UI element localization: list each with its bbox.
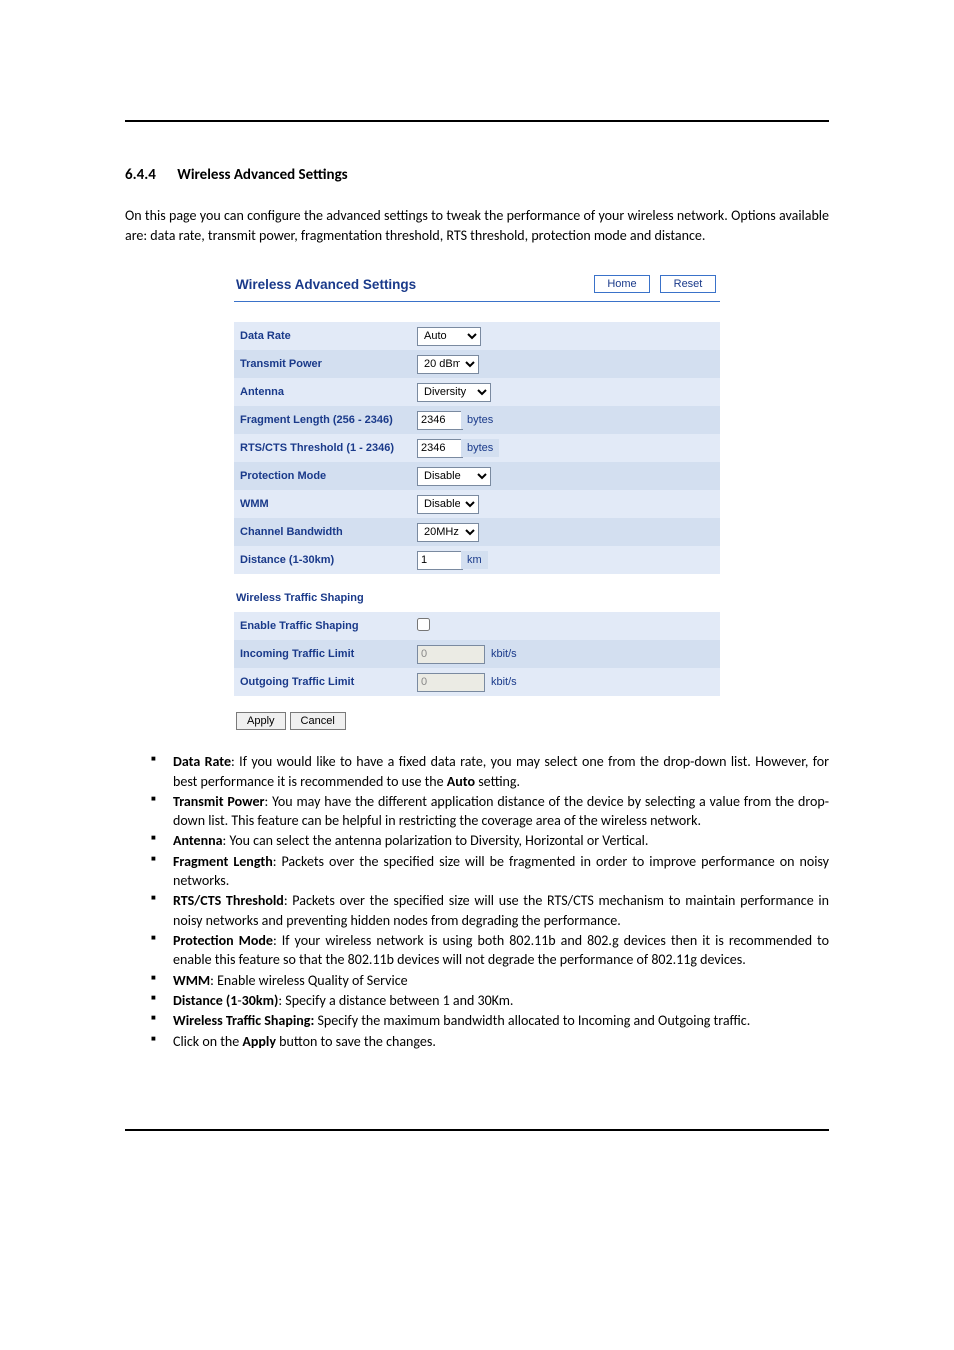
text-input[interactable]: [417, 551, 463, 570]
figure-title: Wireless Advanced Settings: [236, 277, 416, 292]
row-label: Channel Bandwidth: [234, 518, 411, 546]
settings-figure: Wireless Advanced Settings Home Reset Da…: [234, 269, 720, 730]
apply-button[interactable]: Apply: [236, 712, 286, 730]
unit-label: kbit/s: [485, 676, 517, 688]
row-field: Auto: [411, 322, 720, 350]
term: Distance (1: [173, 992, 237, 1009]
list-item: Wireless Traffic Shaping: Specify the ma…: [151, 1011, 829, 1030]
row-label: Protection Mode: [234, 462, 411, 490]
row-label: Fragment Length (256 - 2346): [234, 406, 411, 434]
table-row: Enable Traffic Shaping: [234, 612, 720, 640]
select-input[interactable]: Disable: [417, 467, 491, 486]
unit-label: kbit/s: [485, 648, 517, 660]
table-row: Protection Mode Disable: [234, 462, 720, 490]
term: 30km): [242, 992, 279, 1009]
table-row: Antenna Diversity: [234, 378, 720, 406]
row-label: Distance (1-30km): [234, 546, 411, 574]
unit-label: bytes: [461, 411, 499, 429]
row-field: bytes: [411, 434, 720, 462]
top-rule: [125, 120, 829, 122]
row-label: Antenna: [234, 378, 411, 406]
table-row: Transmit Power 20 dBm: [234, 350, 720, 378]
table-row: Data Rate Auto: [234, 322, 720, 350]
table-row: Distance (1-30km) km: [234, 546, 720, 574]
table-row: Channel Bandwidth 20MHz: [234, 518, 720, 546]
traffic-shaping-heading: Wireless Traffic Shaping: [236, 592, 720, 604]
row-label: Incoming Traffic Limit: [234, 640, 411, 668]
row-label: Enable Traffic Shaping: [234, 612, 411, 640]
text-input[interactable]: [417, 411, 463, 430]
term: RTS/CTS Threshold: [173, 892, 284, 909]
select-input[interactable]: 20 dBm: [417, 355, 479, 374]
term: Protection Mode: [173, 932, 273, 949]
section-title: Wireless Advanced Settings: [177, 166, 347, 184]
term: WMM: [173, 972, 210, 989]
text-input[interactable]: [417, 439, 463, 458]
unit-label: km: [461, 551, 488, 569]
table-row: Fragment Length (256 - 2346) bytes: [234, 406, 720, 434]
row-field: [411, 612, 720, 640]
row-field: kbit/s: [411, 640, 720, 668]
select-input[interactable]: Disable: [417, 495, 479, 514]
text-input: [417, 673, 485, 692]
list-item: RTS/CTS Threshold: Packets over the spec…: [151, 891, 829, 930]
row-field: km: [411, 546, 720, 574]
table-row: Outgoing Traffic Limit kbit/s: [234, 668, 720, 696]
figure-header: Wireless Advanced Settings Home Reset: [234, 269, 720, 301]
row-label: Outgoing Traffic Limit: [234, 668, 411, 696]
term: Auto: [447, 773, 475, 790]
intro-paragraph: On this page you can configure the advan…: [125, 206, 829, 245]
select-input[interactable]: Diversity: [417, 383, 491, 402]
term: Data Rate: [173, 753, 231, 770]
section-heading: 6.4.4 Wireless Advanced Settings: [125, 166, 829, 184]
row-field: Disable: [411, 490, 720, 518]
select-input[interactable]: 20MHz: [417, 523, 479, 542]
row-label: Transmit Power: [234, 350, 411, 378]
text-input: [417, 645, 485, 664]
list-item: Transmit Power: You may have the differe…: [151, 792, 829, 831]
row-field: bytes: [411, 406, 720, 434]
term: Wireless Traffic Shaping:: [173, 1012, 314, 1029]
row-label: RTS/CTS Threshold (1 - 2346): [234, 434, 411, 462]
table-row: Incoming Traffic Limit kbit/s: [234, 640, 720, 668]
list-item: Protection Mode: If your wireless networ…: [151, 931, 829, 970]
row-field: 20MHz: [411, 518, 720, 546]
term: Transmit Power: [173, 793, 265, 810]
reset-button[interactable]: Reset: [660, 275, 716, 293]
term: Fragment Length: [173, 853, 273, 870]
row-label: WMM: [234, 490, 411, 518]
row-label: Data Rate: [234, 322, 411, 350]
row-field: kbit/s: [411, 668, 720, 696]
term: Antenna: [173, 832, 223, 849]
checkbox-input[interactable]: [417, 618, 430, 631]
row-field: Disable: [411, 462, 720, 490]
section-number: 6.4.4: [125, 166, 156, 184]
table-row: RTS/CTS Threshold (1 - 2346) bytes: [234, 434, 720, 462]
traffic-shaping-table: Enable Traffic ShapingIncoming Traffic L…: [234, 612, 720, 696]
select-input[interactable]: Auto: [417, 327, 481, 346]
cancel-button[interactable]: Cancel: [290, 712, 346, 730]
list-item: Distance (1-30km): Specify a distance be…: [151, 991, 829, 1010]
list-item: Data Rate: If you would like to have a f…: [151, 752, 829, 791]
list-item: WMM: Enable wireless Quality of Service: [151, 971, 829, 990]
term: Apply: [242, 1033, 276, 1050]
list-item: Fragment Length: Packets over the specif…: [151, 852, 829, 891]
unit-label: bytes: [461, 439, 499, 457]
list-item: Antenna: You can select the antenna pola…: [151, 831, 829, 850]
list-item: Click on the Apply button to save the ch…: [151, 1032, 829, 1051]
table-row: WMM Disable: [234, 490, 720, 518]
bottom-rule: [125, 1129, 829, 1131]
row-field: 20 dBm: [411, 350, 720, 378]
home-button[interactable]: Home: [594, 275, 650, 293]
figure-rule: [234, 301, 720, 302]
bullet-list: Data Rate: If you would like to have a f…: [125, 752, 829, 1051]
row-field: Diversity: [411, 378, 720, 406]
settings-table: Data Rate Auto Transmit Power 20 dBm Antenna…: [234, 322, 720, 574]
